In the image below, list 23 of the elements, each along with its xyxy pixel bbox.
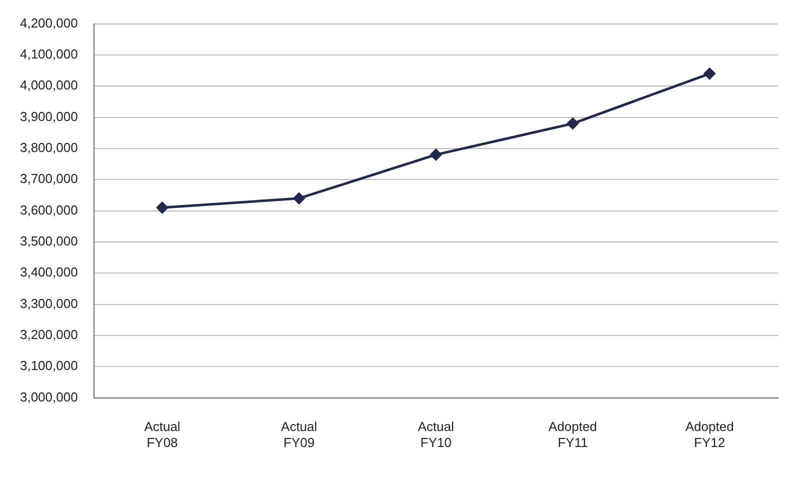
x-tick-label: Adopted FY12 [685, 419, 734, 450]
point [704, 68, 716, 80]
x-tick-label: Adopted FY11 [548, 419, 597, 450]
y-tick-label: 3,800,000 [20, 140, 78, 156]
point [430, 148, 442, 160]
y-tick-label: 3,900,000 [20, 108, 78, 124]
point [156, 202, 168, 214]
x-tick-label: Actual FY10 [418, 419, 454, 450]
y-tick-label: 4,200,000 [20, 15, 78, 30]
point [567, 118, 578, 130]
y-tick-label: 3,200,000 [20, 327, 78, 342]
y-tick-label: 3,100,000 [20, 358, 78, 374]
y-tick-label: 3,400,000 [20, 264, 78, 280]
y-tick-label: 3,600,000 [20, 202, 78, 218]
point [293, 192, 305, 204]
y-tick-label: 3,000,000 [20, 389, 78, 404]
x-tick-label: Actual FY08 [144, 419, 180, 450]
y-tick-label: 4,100,000 [20, 46, 78, 62]
y-tick-label: 4,000,000 [20, 78, 78, 93]
y-tick-label: 3,700,000 [20, 171, 78, 186]
y-tick-label: 3,300,000 [20, 296, 78, 311]
x-tick-label: Actual FY09 [281, 419, 318, 450]
y-tick-label: 3,500,000 [20, 234, 78, 249]
